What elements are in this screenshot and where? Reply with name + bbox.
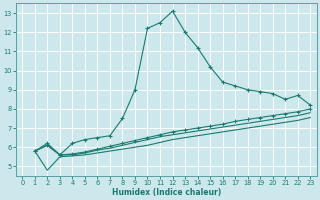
- X-axis label: Humidex (Indice chaleur): Humidex (Indice chaleur): [112, 188, 221, 197]
